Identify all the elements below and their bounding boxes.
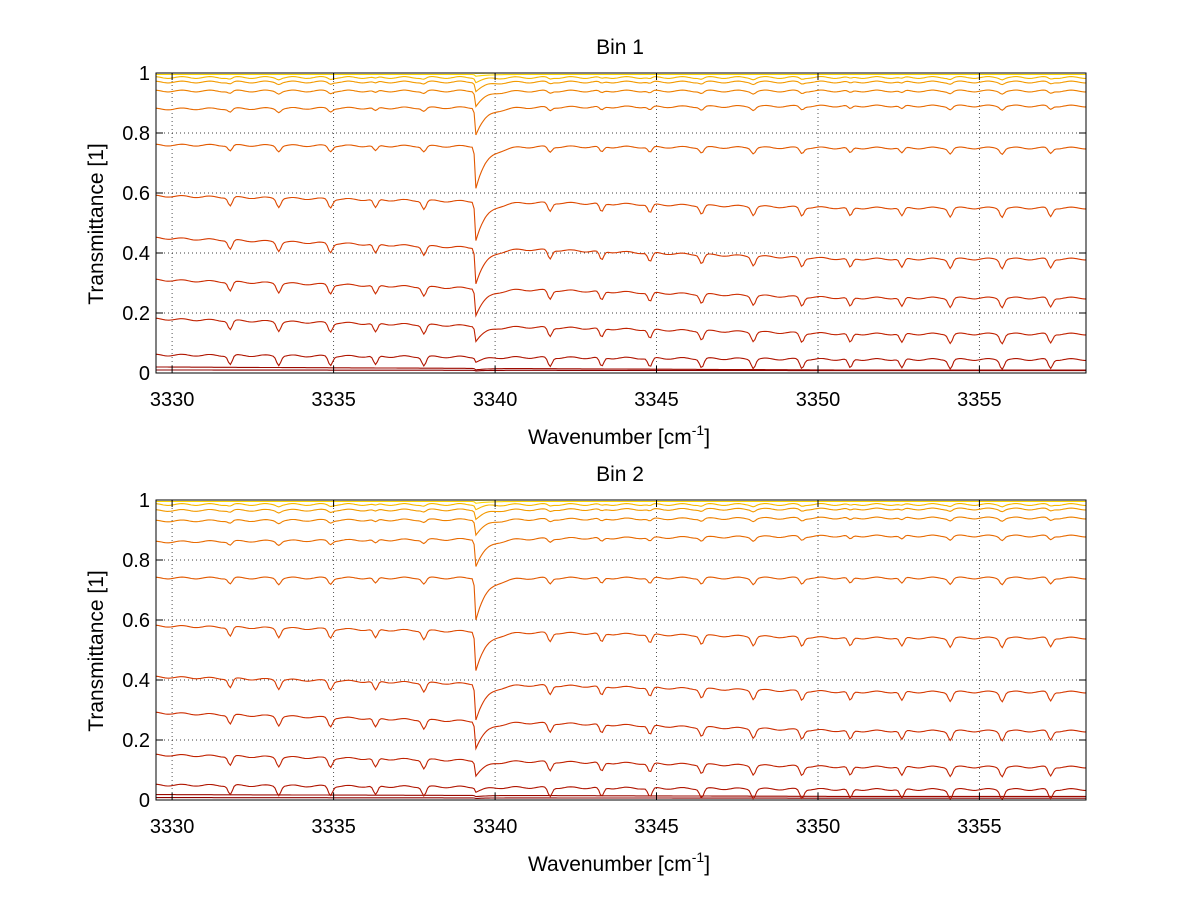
x-axis-label-text: Wavenumber [cm (528, 853, 692, 876)
subplot-title: Bin 2 (596, 463, 644, 486)
spectrum-line (156, 794, 1086, 798)
spectrum-line (155, 534, 1086, 567)
spectrum-line (156, 369, 1086, 372)
subplot-title: Bin 1 (596, 36, 644, 59)
y-tick-label: 0.6 (122, 610, 150, 632)
x-axis-label-superscript: -1 (692, 422, 705, 438)
spectrum-line (156, 500, 1086, 504)
x-tick-label: 3355 (957, 816, 1002, 838)
spectrum-line (155, 576, 1086, 621)
y-tick-label: 0.8 (122, 550, 150, 572)
x-tick-label: 3350 (796, 389, 841, 411)
x-tick-label: 3355 (957, 389, 1002, 411)
series-group (155, 72, 1086, 372)
y-tick-label: 0.6 (122, 183, 150, 205)
spectrum-line (156, 797, 1086, 800)
y-tick-label: 0.4 (122, 243, 150, 265)
x-axis-label: Wavenumber [cm-1] (528, 422, 710, 449)
x-tick-label: 3330 (150, 389, 195, 411)
spectrum-line (155, 783, 1086, 801)
spectrum-line (155, 675, 1086, 721)
y-tick-label: 0.2 (122, 303, 150, 325)
x-axis-label-text: Wavenumber [cm (528, 426, 692, 449)
x-tick-label: 3350 (796, 816, 841, 838)
spectrum-line (155, 624, 1086, 671)
y-tick-label: 0.2 (122, 730, 150, 752)
spectrum-line (155, 89, 1086, 108)
spectrum-line (155, 753, 1086, 778)
x-axis-label-close: ] (704, 853, 710, 876)
spectrum-line (155, 278, 1086, 318)
series-group (155, 499, 1086, 801)
x-axis-label: Wavenumber [cm-1] (528, 849, 710, 876)
spectrum-line (156, 73, 1086, 77)
y-tick-label: 1 (139, 63, 150, 85)
spectrum-line (155, 194, 1086, 241)
spectrum-line (156, 366, 1086, 371)
x-axis-label-close: ] (704, 426, 710, 449)
spectrum-line (155, 236, 1086, 284)
spectrum-line (155, 503, 1086, 511)
spectrum-line (155, 76, 1086, 84)
y-tick-label: 0.4 (122, 670, 150, 692)
x-tick-label: 3330 (150, 816, 195, 838)
axes-frame (155, 72, 1087, 374)
spectrum-line (155, 516, 1086, 537)
ticks: 3330 3335 3340 3345 3350 3355 0 0.2 0.4 0.6 0.8 1 (122, 490, 1086, 838)
spectrum-line (155, 317, 1086, 345)
y-axis-label: Transmittance [1] (85, 143, 108, 304)
ticks: 3330 3335 3340 3345 3350 3355 0 0.2 0.4 0.6 0.8 1 (122, 63, 1086, 411)
x-tick-label: 3335 (311, 389, 356, 411)
y-tick-label: 0.8 (122, 123, 150, 145)
spectrum-line (155, 143, 1086, 189)
x-axis-label-superscript: -1 (692, 849, 705, 865)
x-tick-label: 3345 (634, 816, 679, 838)
subplot-bin-1: Bin 1 3330 3335 3340 3345 3350 3355 0 0.2 0.4 0.6… (85, 36, 1087, 449)
spectrum-line (155, 507, 1086, 521)
x-tick-label: 3340 (473, 816, 518, 838)
spectrum-line (155, 104, 1086, 136)
x-tick-label: 3345 (634, 389, 679, 411)
spectrum-line (155, 80, 1086, 93)
x-tick-label: 3335 (311, 816, 356, 838)
grid (156, 499, 1086, 801)
axes-frame (155, 499, 1087, 801)
subplot-bin-2: Bin 2 3330 3335 3340 3345 3350 3355 0 0.2 0.4 0.6… (85, 463, 1087, 876)
x-tick-label: 3340 (473, 389, 518, 411)
grid (156, 72, 1086, 374)
y-tick-label: 0 (139, 363, 150, 385)
y-tick-label: 0 (139, 790, 150, 812)
spectrum-line (155, 353, 1086, 371)
spectrum-line (155, 711, 1086, 751)
y-tick-label: 1 (139, 490, 150, 512)
y-axis-label: Transmittance [1] (85, 570, 108, 731)
